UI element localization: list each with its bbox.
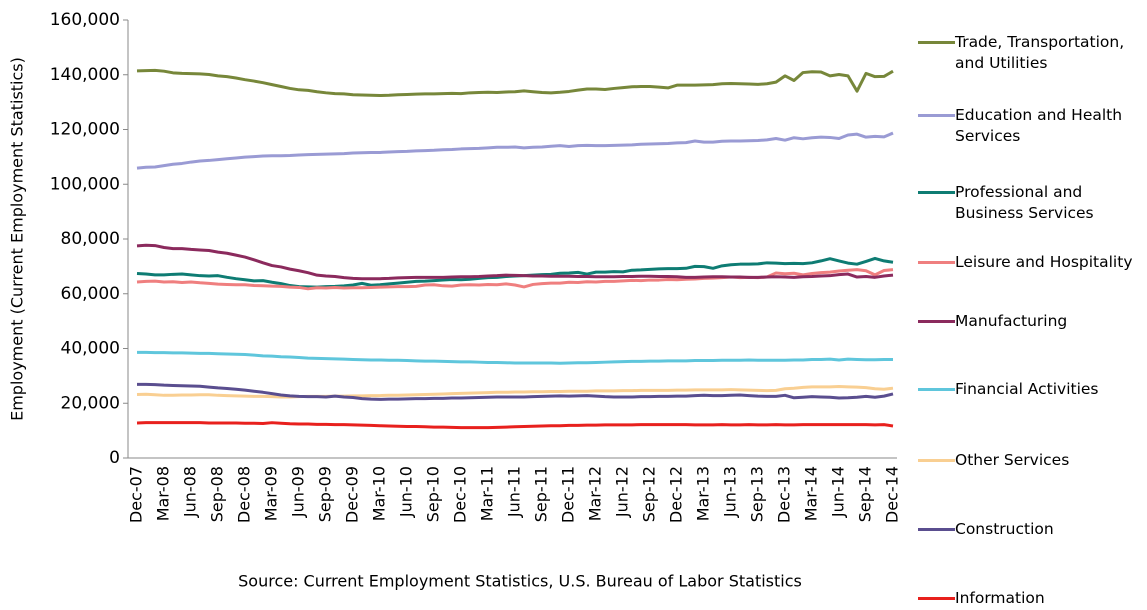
source-note: Source: Current Employment Statistics, U… (238, 572, 802, 591)
legend-item: Construction (918, 519, 1147, 540)
y-tick-label: 20,000 (61, 393, 120, 413)
x-tick-label: Jun-08 (181, 466, 200, 518)
x-tick-label: Dec-14 (883, 466, 902, 523)
x-tick-label: Sep-13 (748, 466, 767, 522)
x-tick-label: Mar-14 (802, 466, 821, 521)
legend-swatch (918, 528, 955, 531)
legend-label: Financial Activities (955, 380, 1099, 398)
series-line (136, 421, 894, 430)
legend-label: Professional and Business Services (955, 183, 1094, 222)
legend-item: Professional and Business Services (918, 182, 1147, 224)
x-tick-label: Mar-12 (586, 466, 605, 521)
legend-label: Construction (955, 520, 1054, 538)
x-tick-label: Mar-13 (694, 466, 713, 521)
x-tick-label: Sep-12 (640, 466, 659, 522)
legend-swatch (918, 597, 955, 600)
legend-swatch (918, 261, 955, 264)
x-tick-label: Jun-14 (829, 466, 848, 518)
x-tick-label: Dec-11 (559, 466, 578, 523)
y-tick-label: 60,000 (61, 284, 120, 304)
y-tick-label: 40,000 (61, 339, 120, 359)
legend-label: Education and Health Services (955, 106, 1123, 145)
legend-swatch (918, 41, 955, 44)
legend-item: Manufacturing (918, 311, 1147, 332)
y-tick-label: 160,000 (50, 10, 120, 30)
legend-label: Manufacturing (955, 312, 1068, 330)
legend-item: Information (918, 588, 1147, 609)
legend-label: Leisure and Hospitality (955, 253, 1133, 271)
y-tick-label: 100,000 (50, 174, 120, 194)
x-tick-label: Sep-08 (208, 466, 227, 522)
series-line (137, 350, 893, 365)
x-tick-label: Sep-09 (316, 466, 335, 522)
x-tick-label: Mar-09 (262, 466, 281, 521)
x-tick-label: Sep-14 (856, 466, 875, 522)
series-line (136, 243, 894, 281)
x-tick-label: Jun-11 (505, 466, 524, 518)
x-tick-label: Jun-12 (613, 466, 632, 518)
x-tick-label: Sep-10 (424, 466, 443, 522)
series-line (136, 68, 894, 98)
legend-swatch (918, 114, 955, 117)
series-line (136, 131, 894, 170)
x-tick-label: Dec-09 (343, 466, 362, 523)
legend-item: Leisure and Hospitality (918, 252, 1147, 273)
legend-item: Trade, Transportation, and Utilities (918, 32, 1147, 74)
x-tick-label: Mar-08 (154, 466, 173, 521)
x-tick-label: Jun-09 (289, 466, 308, 518)
legend-item: Other Services (918, 450, 1147, 471)
x-tick-label: Jun-10 (397, 466, 416, 518)
x-tick-label: Jun-13 (721, 466, 740, 518)
y-axis-title: Employment (Current Employment Statistic… (8, 57, 27, 421)
x-tick-label: Mar-10 (370, 466, 389, 521)
x-tick-label: Dec-10 (451, 466, 470, 523)
y-tick-label: 120,000 (50, 120, 120, 140)
x-tick-label: Mar-11 (478, 466, 497, 521)
y-tick-label: 0 (109, 448, 120, 468)
legend-swatch (918, 388, 955, 391)
y-tick-label: 140,000 (50, 65, 120, 85)
series-line (136, 385, 894, 399)
legend-label: Trade, Transportation, and Utilities (955, 33, 1125, 72)
x-tick-label: Dec-07 (127, 466, 146, 523)
x-tick-label: Sep-11 (532, 466, 551, 522)
x-tick-label: Dec-12 (667, 466, 686, 523)
y-tick-label: 80,000 (61, 229, 120, 249)
legend-label: Information (955, 589, 1045, 607)
legend-swatch (918, 320, 955, 323)
legend-swatch (918, 459, 955, 462)
x-tick-label: Dec-13 (775, 466, 794, 523)
legend-label: Other Services (955, 451, 1070, 469)
legend-item: Education and Health Services (918, 105, 1147, 147)
legend-item: Financial Activities (918, 379, 1147, 400)
x-tick-label: Dec-08 (235, 466, 254, 523)
legend-swatch (918, 191, 955, 194)
series-line (137, 382, 894, 401)
